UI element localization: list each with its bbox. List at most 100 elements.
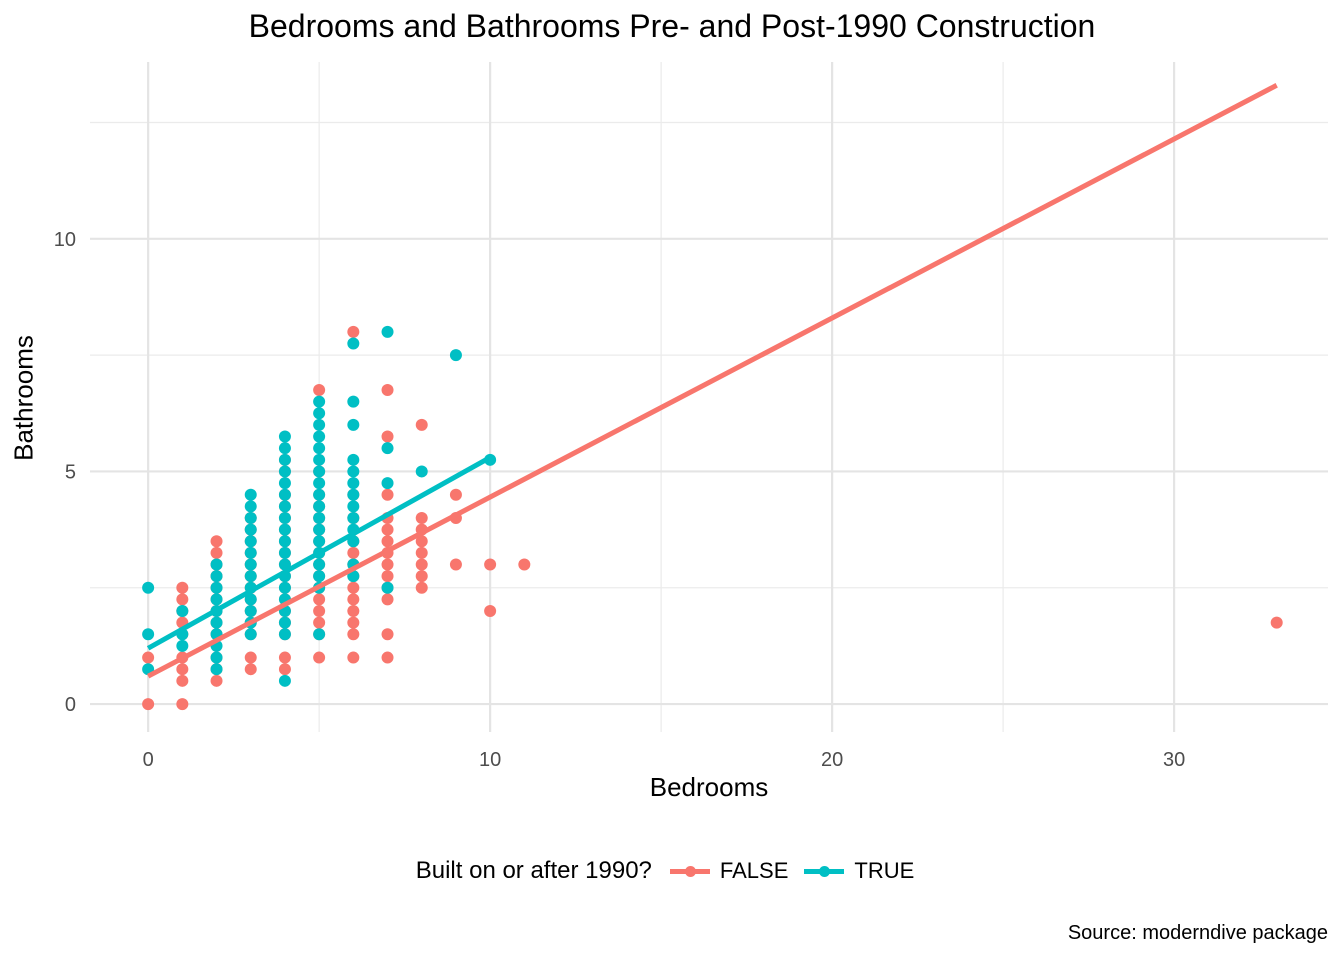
point-true: [347, 453, 360, 466]
legend-item-true: TRUE: [802, 856, 914, 886]
point-true: [347, 488, 360, 501]
legend-label-false: FALSE: [719, 858, 789, 883]
point-false: [347, 605, 360, 618]
point-false: [381, 488, 394, 501]
point-true: [313, 558, 326, 571]
point-true: [313, 511, 326, 524]
point-true: [347, 337, 360, 350]
point-false: [347, 325, 360, 338]
point-true: [278, 511, 291, 524]
point-true: [244, 593, 257, 606]
point-true: [210, 616, 223, 629]
point-true: [381, 325, 394, 338]
legend-item-false: FALSE: [668, 856, 788, 886]
point-true: [313, 418, 326, 431]
legend-label-true: TRUE: [854, 858, 915, 883]
point-false: [176, 698, 189, 711]
point-false: [484, 605, 497, 618]
point-true: [313, 465, 326, 478]
point-true: [244, 535, 257, 548]
point-false: [313, 605, 326, 618]
point-false: [347, 593, 360, 606]
point-true: [210, 593, 223, 606]
point-true: [347, 570, 360, 583]
point-false: [278, 651, 291, 664]
point-true: [244, 558, 257, 571]
point-false: [313, 593, 326, 606]
legend-key-false: [668, 856, 712, 886]
point-true: [313, 500, 326, 513]
point-false: [313, 651, 326, 664]
point-false: [176, 581, 189, 594]
point-false: [142, 651, 155, 664]
point-false: [381, 651, 394, 664]
point-false: [210, 674, 223, 687]
point-true: [313, 477, 326, 490]
point-false: [142, 698, 155, 711]
point-false: [381, 535, 394, 548]
point-true: [142, 581, 155, 594]
point-false: [244, 651, 257, 664]
point-true: [278, 465, 291, 478]
point-true: [176, 605, 189, 618]
point-false: [347, 581, 360, 594]
point-true: [244, 500, 257, 513]
point-true: [347, 465, 360, 478]
point-false: [210, 535, 223, 548]
point-false: [381, 593, 394, 606]
x-axis-ticks: 0 10 20 30: [143, 749, 1186, 771]
point-true: [278, 488, 291, 501]
point-false: [381, 570, 394, 583]
point-false: [415, 558, 428, 571]
point-false: [244, 663, 257, 676]
point-false: [415, 581, 428, 594]
point-true: [381, 477, 394, 490]
point-true: [347, 511, 360, 524]
point-true: [244, 511, 257, 524]
legend-key-true: [802, 856, 846, 886]
point-false: [347, 546, 360, 559]
point-false: [381, 628, 394, 641]
point-true: [244, 628, 257, 641]
fit-line-false: [146, 83, 1278, 679]
point-false: [381, 430, 394, 443]
point-true: [278, 453, 291, 466]
point-true: [278, 628, 291, 641]
legend: Built on or after 1990? FALSE TRUE: [0, 856, 1344, 886]
legend-dot-false: [684, 866, 696, 877]
point-true: [278, 535, 291, 548]
point-false: [176, 663, 189, 676]
point-true: [142, 628, 155, 641]
x-tick-label: 30: [1163, 749, 1185, 771]
point-false: [415, 418, 428, 431]
point-true: [347, 500, 360, 513]
point-true: [278, 523, 291, 536]
point-true: [278, 674, 291, 687]
point-false: [415, 570, 428, 583]
y-axis-ticks: 0 5 10: [54, 229, 76, 716]
point-true: [244, 488, 257, 501]
x-axis-label: Bedrooms: [649, 772, 769, 802]
point-false: [381, 558, 394, 571]
major-gridlines: [90, 62, 1328, 732]
point-false: [176, 674, 189, 687]
point-true: [210, 558, 223, 571]
x-tick-label: 20: [821, 749, 843, 771]
point-true: [278, 477, 291, 490]
legend-dot-true: [819, 866, 831, 877]
point-false: [381, 384, 394, 397]
point-false: [415, 535, 428, 548]
fit-lines: [146, 83, 1278, 679]
point-true: [278, 616, 291, 629]
point-true: [244, 570, 257, 583]
point-true: [278, 500, 291, 513]
point-true: [278, 581, 291, 594]
point-true: [313, 395, 326, 408]
point-false: [415, 546, 428, 559]
point-true: [176, 639, 189, 652]
point-true: [210, 570, 223, 583]
source-caption: Source: moderndive package: [1067, 922, 1328, 944]
point-false: [518, 558, 531, 571]
